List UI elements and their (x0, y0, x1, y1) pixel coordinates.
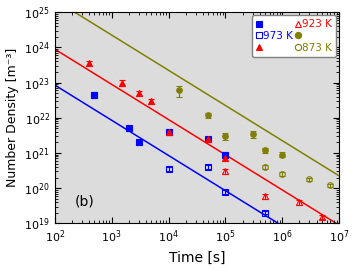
Y-axis label: Number Density [m⁻³]: Number Density [m⁻³] (6, 48, 18, 187)
Legend: , 973 K, , 923 K, , 873 K: , 973 K, , 923 K, , 873 K (252, 15, 336, 57)
X-axis label: Time [s]: Time [s] (169, 251, 225, 264)
Text: (b): (b) (75, 195, 94, 209)
